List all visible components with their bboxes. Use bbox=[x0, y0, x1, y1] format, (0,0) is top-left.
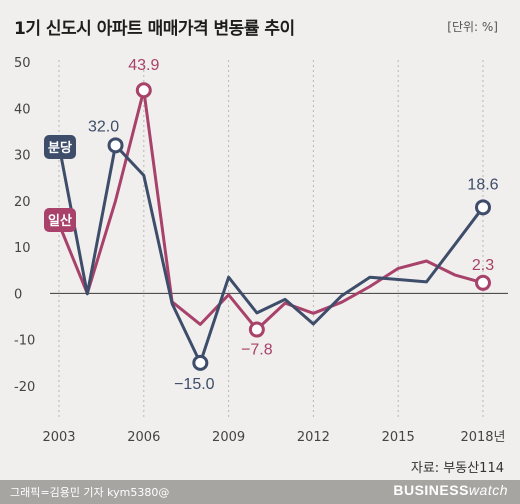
data-point-marker bbox=[135, 82, 152, 99]
legend-tag-label: 일산 bbox=[48, 213, 72, 229]
x-tick-label: 2009 bbox=[212, 430, 245, 445]
data-label: 43.9 bbox=[128, 57, 159, 74]
legend-tag-분당: 분당 bbox=[44, 135, 76, 159]
legend-tag-box bbox=[44, 135, 76, 159]
legend-tag-box bbox=[44, 208, 76, 232]
data-label: 2.3 bbox=[472, 257, 494, 274]
legend-tag-label: 분당 bbox=[48, 140, 72, 156]
data-point-marker bbox=[248, 321, 265, 338]
series-line-분당 bbox=[57, 143, 485, 365]
data-label: −7.8 bbox=[241, 342, 273, 359]
data-label: 18.6 bbox=[467, 176, 498, 193]
y-tick-label: 40 bbox=[14, 102, 31, 117]
data-point-marker bbox=[107, 137, 124, 154]
graphic-credit: 그래픽=김용민 기자 kym5380@ bbox=[10, 486, 170, 499]
brand-logo: BUSINESSwatch bbox=[393, 482, 508, 498]
x-tick-label: 2015 bbox=[382, 430, 415, 445]
x-tick-label: 2018년 bbox=[460, 430, 505, 445]
source-note: 자료: 부동산114 bbox=[410, 461, 504, 476]
x-tick-label: 2003 bbox=[42, 430, 75, 445]
legend-tag-일산: 일산 bbox=[44, 208, 76, 232]
brand-sub: watch bbox=[468, 482, 508, 498]
data-point-marker bbox=[192, 354, 209, 371]
data-point-marker bbox=[475, 199, 491, 216]
series-line-일산 bbox=[57, 88, 485, 331]
y-tick-label: 20 bbox=[14, 195, 31, 210]
y-tick-label: 30 bbox=[14, 149, 31, 164]
y-tick-label: -20 bbox=[14, 380, 35, 395]
data-point-marker bbox=[475, 274, 491, 291]
y-tick-label: -10 bbox=[14, 334, 35, 349]
y-tick-label: 50 bbox=[14, 56, 31, 71]
x-tick-label: 2006 bbox=[127, 430, 160, 445]
data-label: −15.0 bbox=[174, 376, 215, 393]
y-tick-label: 0 bbox=[14, 287, 22, 302]
chart-title: 1기 신도시 아파트 매매가격 변동률 추이 bbox=[14, 19, 295, 39]
line-chart: -20 -10 0 10 20 30 40 50 2003 2006 2009 2012 2015 201… bbox=[14, 56, 508, 445]
y-tick-label: 10 bbox=[14, 241, 31, 256]
data-label: 32.0 bbox=[88, 118, 119, 135]
footer-bar: 그래픽=김용민 기자 kym5380@ BUSINESSwatch bbox=[0, 480, 520, 504]
unit-label: [단위: %] bbox=[447, 20, 498, 34]
x-tick-label: 2012 bbox=[297, 430, 330, 445]
brand-main: BUSINESS bbox=[393, 482, 469, 498]
